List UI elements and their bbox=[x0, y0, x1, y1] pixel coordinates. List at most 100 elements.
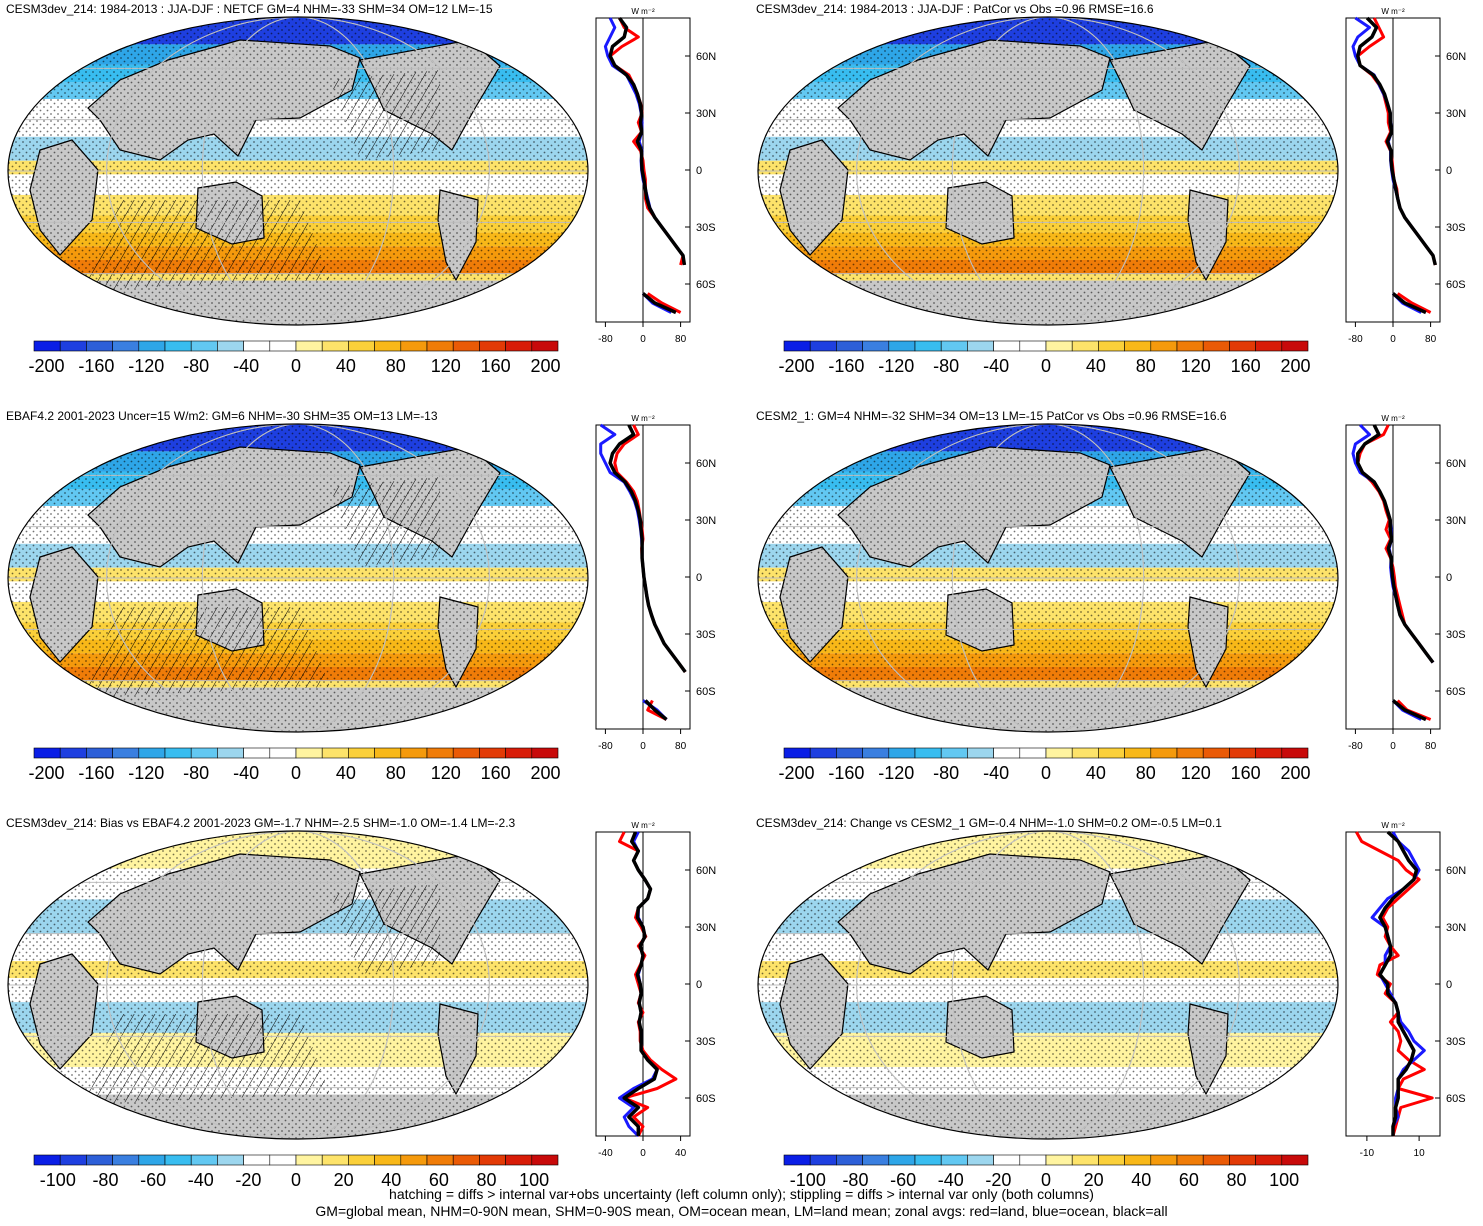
colorbar-cell bbox=[86, 340, 113, 352]
zonal-lat-label: 30N bbox=[1446, 922, 1466, 934]
colorbar-tick-label: 40 bbox=[1131, 1170, 1151, 1190]
graticule-meridian bbox=[201, 17, 395, 325]
colorbar-cell bbox=[1098, 340, 1125, 352]
panel-title: CESM3dev_214: Change vs CESM2_1 GM=-0.4 … bbox=[756, 816, 1222, 830]
zonal-x-label: 0 bbox=[640, 334, 646, 345]
footer-note-1: hatching = diffs > internal var+obs unce… bbox=[389, 1186, 1094, 1202]
colorbar-cell bbox=[164, 1154, 192, 1166]
panel-cesm3dev-seasonal: CESM3dev_214: 1984-2013 : JJA-DJF : NETC… bbox=[0, 0, 740, 407]
graticule-meridian bbox=[201, 424, 395, 732]
map-outline bbox=[7, 16, 589, 326]
colorbar-cell bbox=[86, 747, 113, 759]
colorbar-tick-label: 0 bbox=[291, 1170, 301, 1190]
colorbar-cell bbox=[888, 1154, 916, 1166]
colorbar-cell bbox=[1202, 340, 1230, 352]
colorbar-tick-label: -80 bbox=[92, 1170, 118, 1190]
colorbar-cell bbox=[33, 747, 61, 759]
panel-title: CESM3dev_214: Bias vs EBAF4.2 2001-2023 … bbox=[6, 816, 516, 830]
zonal-x-label: 80 bbox=[675, 741, 687, 752]
colorbar-cell bbox=[452, 747, 480, 759]
colorbar-tick-label: 40 bbox=[336, 356, 356, 376]
colorbar-cell bbox=[1019, 747, 1047, 759]
colorbar-cell bbox=[190, 1154, 218, 1166]
colorbar-cell bbox=[400, 1154, 428, 1166]
colorbar-cell bbox=[479, 1154, 506, 1166]
colorbar-cell bbox=[783, 747, 811, 759]
colorbar-cell bbox=[269, 747, 297, 759]
colorbar-tick-label: 200 bbox=[531, 763, 561, 783]
zonal-unit: W m⁻² bbox=[631, 821, 655, 830]
panel-graphic: 60N 30N 0 30S 60S -10 10 W m⁻² -100 -80 -60 -40 -20 0… bbox=[757, 821, 1466, 1190]
colorbar-cell bbox=[505, 1154, 533, 1166]
colorbar-cell bbox=[321, 340, 349, 352]
zonal-lat-label: 30N bbox=[696, 922, 716, 934]
hatching bbox=[80, 477, 440, 697]
graticule-meridian bbox=[106, 424, 490, 732]
panel-graphic: 60N 30N 0 30S 60S -80 0 80 W m⁻² -200 -160 -120 -80 -… bbox=[757, 414, 1466, 783]
zonal-x-label: 0 bbox=[640, 1148, 646, 1159]
zonal-lat-label: 30S bbox=[696, 1036, 716, 1048]
colorbar-cell bbox=[783, 1154, 811, 1166]
colorbar-tick-label: 20 bbox=[1084, 1170, 1104, 1190]
colorbar-tick-label: 0 bbox=[1041, 1170, 1051, 1190]
colorbar-tick-label: 40 bbox=[381, 1170, 401, 1190]
zonal-lat-label: 60S bbox=[1446, 279, 1466, 291]
colorbar-cell bbox=[112, 340, 140, 352]
colorbar-cell bbox=[836, 340, 863, 352]
colorbar-tick-label: -40 bbox=[233, 763, 259, 783]
zonal-unit: W m⁻² bbox=[631, 414, 655, 423]
colorbar-cell bbox=[348, 340, 375, 352]
colorbar-cell bbox=[1150, 747, 1178, 759]
panel-title: EBAF4.2 2001-2023 Uncer=15 W/m2: GM=6 NH… bbox=[6, 409, 438, 423]
zonal-x-label: 0 bbox=[1390, 334, 1396, 345]
colorbar-tick-label: -80 bbox=[933, 356, 959, 376]
colorbar-tick-label: -200 bbox=[778, 763, 814, 783]
map-outline bbox=[757, 423, 1339, 733]
colorbar-cell bbox=[1229, 340, 1256, 352]
colorbar-cell bbox=[967, 747, 994, 759]
colorbar-cell bbox=[217, 747, 244, 759]
hatching bbox=[80, 70, 440, 290]
colorbar-cell bbox=[295, 747, 323, 759]
colorbar-cell bbox=[217, 340, 244, 352]
graticule-meridian bbox=[856, 424, 1240, 732]
colorbar-cell bbox=[914, 747, 942, 759]
zonal-lat-label: 30N bbox=[696, 108, 716, 120]
zonal-unit: W m⁻² bbox=[1381, 821, 1405, 830]
zonal-unit: W m⁻² bbox=[1381, 414, 1405, 423]
map-outline bbox=[7, 830, 589, 1140]
colorbar-cell bbox=[243, 1154, 271, 1166]
zonal-unit: W m⁻² bbox=[1381, 7, 1405, 16]
colorbar-cell bbox=[940, 1154, 968, 1166]
colorbar-cell bbox=[295, 1154, 323, 1166]
colorbar-tick-label: -80 bbox=[183, 763, 209, 783]
colorbar-cell bbox=[836, 747, 863, 759]
colorbar-tick-label: 100 bbox=[519, 1170, 549, 1190]
colorbar-cell bbox=[1071, 1154, 1099, 1166]
colorbar-tick-label: -40 bbox=[983, 763, 1009, 783]
graticule-meridian bbox=[856, 831, 1240, 1139]
colorbar-tick-label: 0 bbox=[1041, 763, 1051, 783]
zonal-line-black bbox=[622, 831, 659, 1136]
panel-change: CESM3dev_214: Change vs CESM2_1 GM=-0.4 … bbox=[750, 814, 1483, 1221]
zonal-lat-label: 60N bbox=[696, 51, 716, 63]
colorbar-cell bbox=[914, 1154, 942, 1166]
colorbar-cell bbox=[348, 747, 375, 759]
colorbar-cell bbox=[452, 340, 480, 352]
colorbar-tick-label: 160 bbox=[1231, 763, 1261, 783]
colorbar-cell bbox=[1045, 747, 1073, 759]
colorbar-cell bbox=[426, 1154, 454, 1166]
colorbar-cell bbox=[33, 1154, 61, 1166]
colorbar-tick-label: -200 bbox=[28, 763, 64, 783]
panel-ebaf-obs: EBAF4.2 2001-2023 Uncer=15 W/m2: GM=6 NH… bbox=[0, 407, 740, 814]
panel-graphic: 60N 30N 0 30S 60S -80 0 80 W m⁻² -200 -160 -120 -80 -… bbox=[7, 7, 716, 376]
colorbar-cell bbox=[1045, 1154, 1073, 1166]
colorbar-cell bbox=[190, 747, 218, 759]
graticule-meridian bbox=[856, 17, 1240, 325]
colorbar-cell bbox=[783, 340, 811, 352]
zonal-lat-label: 60N bbox=[1446, 458, 1466, 470]
colorbar-tick-label: 200 bbox=[1281, 763, 1311, 783]
colorbar-cell bbox=[321, 1154, 349, 1166]
colorbar-cell bbox=[1281, 747, 1309, 759]
zonal-lat-label: 30N bbox=[1446, 108, 1466, 120]
